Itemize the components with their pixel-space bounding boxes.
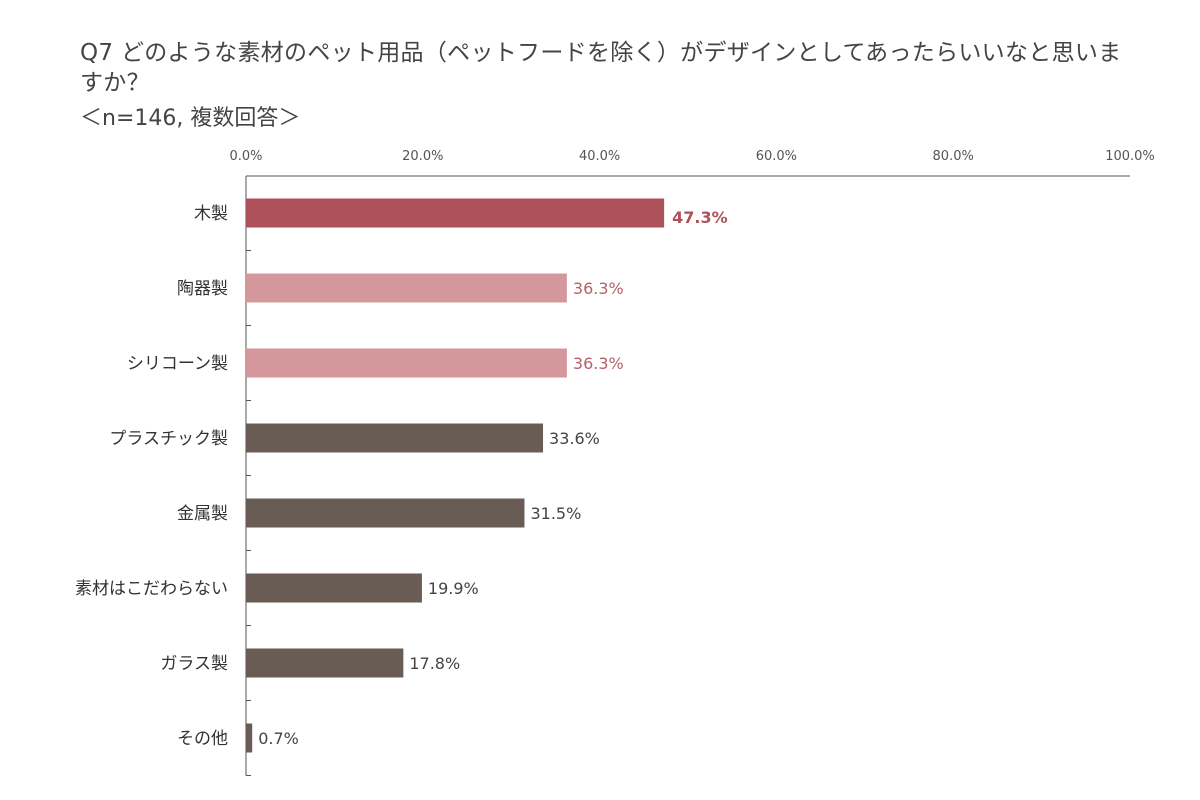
value-label: 36.3% (573, 279, 624, 298)
bar-8 (246, 723, 253, 753)
x-tick-label: 80.0% (933, 149, 974, 164)
value-label: 31.5% (530, 504, 581, 523)
category-label: シリコーン製 (127, 354, 228, 374)
x-tick-label: 0.0% (229, 149, 262, 164)
x-tick-label: 60.0% (756, 149, 797, 164)
x-tick-label: 40.0% (579, 149, 620, 164)
bar-5 (246, 498, 525, 528)
chart-title: Q7 どのような素材のペット用品（ペットフードを除く）がデザインとしてあったらい… (80, 40, 1122, 96)
category-label: その他 (177, 729, 228, 749)
bar-4 (246, 423, 544, 453)
x-tick-label: 20.0% (402, 149, 443, 164)
chart-subtitle: ＜n=146, 複数回答＞ (80, 106, 301, 131)
x-tick-label: 100.0% (1105, 149, 1155, 164)
value-label: 33.6% (549, 429, 600, 448)
category-label: 素材はこだわらない (75, 579, 228, 599)
bar-3 (246, 348, 567, 378)
bar-7 (246, 648, 404, 678)
category-label: 木製 (194, 204, 228, 224)
value-label: 17.8% (409, 654, 460, 673)
category-label: 金属製 (177, 504, 228, 524)
category-label: プラスチック製 (109, 429, 228, 449)
bar-6 (246, 573, 422, 603)
bar-1 (246, 198, 665, 228)
value-label: 0.7% (258, 729, 299, 748)
category-label: 陶器製 (177, 279, 228, 299)
value-label: 19.9% (428, 579, 479, 598)
bar-2 (246, 273, 567, 303)
value-label: 47.3% (672, 208, 728, 227)
value-label: 36.3% (573, 354, 624, 373)
category-label: ガラス製 (160, 654, 228, 674)
